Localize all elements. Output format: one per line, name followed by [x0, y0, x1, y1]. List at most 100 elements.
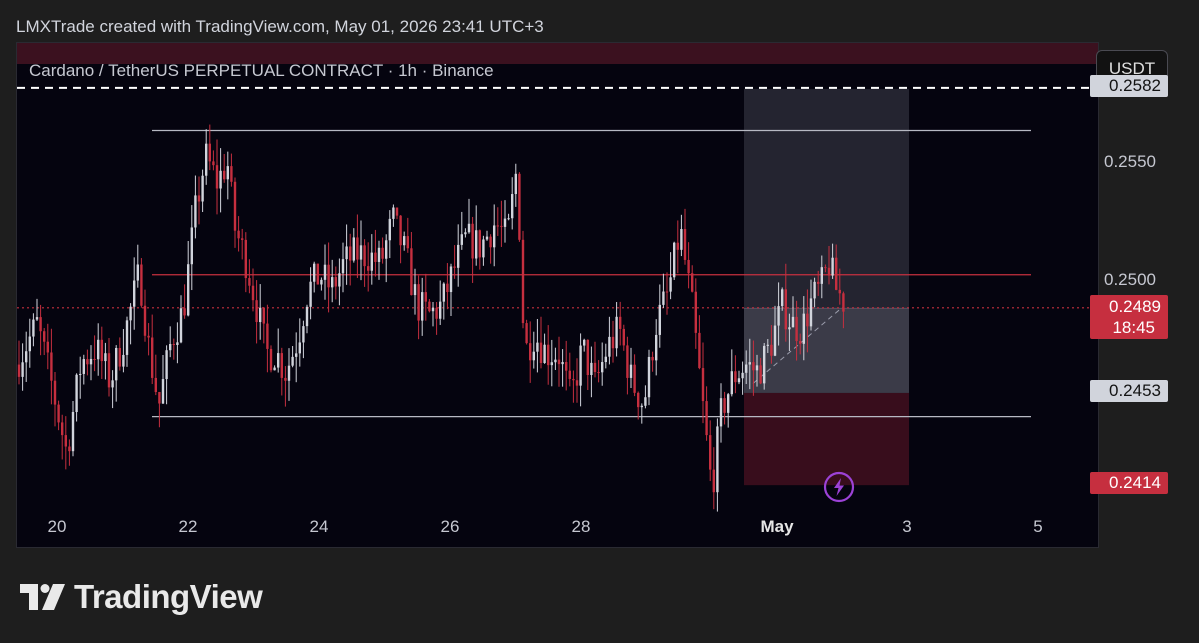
lightning-alert-icon[interactable] [823, 471, 855, 503]
candle-body [575, 380, 579, 386]
candle-body [622, 328, 625, 346]
tradingview-logo: TradingView [20, 578, 263, 616]
price-chart-canvas[interactable] [17, 43, 1099, 548]
candle-body [143, 305, 147, 336]
candle-body [788, 327, 791, 330]
candle-body [651, 356, 654, 361]
candle-body [100, 339, 103, 362]
candle-body [374, 252, 377, 262]
candle-body [39, 317, 42, 332]
candle-body [82, 359, 85, 374]
candle-body [194, 195, 197, 228]
candle-body [435, 307, 438, 319]
candle-body [572, 378, 575, 381]
candle-body [723, 398, 726, 413]
candle-body [165, 350, 168, 380]
candle-body [748, 362, 751, 365]
candle-body [133, 280, 136, 307]
candle-body [543, 344, 546, 364]
candle-body [770, 344, 773, 356]
candle-body [597, 372, 600, 374]
candle-body [619, 316, 622, 329]
candle-body [107, 353, 111, 388]
price-level-badge: 0.2453 [1090, 379, 1168, 402]
candle-body [644, 397, 647, 406]
candle-body [187, 264, 190, 316]
candle-body [637, 392, 640, 408]
candle-body [640, 405, 643, 408]
candle-body [460, 234, 463, 245]
candle-body [813, 281, 816, 299]
candle-body [496, 225, 499, 227]
candle-body [316, 263, 319, 285]
candle-body [694, 291, 697, 333]
candle-body [230, 166, 233, 182]
candle-body [68, 446, 71, 452]
candle-body [745, 364, 748, 373]
candle-body [413, 284, 417, 296]
candle-body [302, 326, 305, 343]
time-axis-label: 26 [440, 517, 460, 536]
candle-body [57, 404, 60, 423]
candle-body [554, 359, 557, 363]
time-axis-label: May [760, 517, 794, 536]
candle-body [529, 343, 532, 361]
candle-body [86, 359, 89, 365]
candle-body [35, 317, 39, 320]
candle-body [334, 277, 337, 287]
candle-body [370, 252, 373, 271]
candle-body [536, 342, 539, 352]
candle-body [61, 422, 64, 436]
candle-body [680, 229, 683, 250]
candle-body [687, 259, 690, 274]
candle-body [115, 347, 118, 381]
candle-body [244, 239, 247, 279]
candle-body [464, 232, 467, 235]
long-position-profit-zone [744, 307, 909, 393]
candle-body [323, 264, 327, 280]
candle-body [705, 401, 708, 436]
candle-body [172, 344, 175, 346]
candle-body [403, 236, 406, 246]
chart-frame[interactable]: Cardano / TetherUS PERPETUAL CONTRACT · … [16, 42, 1099, 548]
candle-body [820, 267, 823, 284]
candle-body [799, 341, 802, 344]
candle-body [385, 240, 388, 259]
candle-body [446, 283, 449, 293]
candle-body [46, 341, 49, 353]
candle-body [604, 356, 607, 363]
candle-body [730, 371, 733, 395]
candle-body [557, 359, 561, 365]
candle-body [611, 336, 615, 349]
candle-body [755, 365, 759, 371]
candle-body [503, 218, 507, 227]
candle-body [791, 316, 795, 328]
candle-body [475, 230, 478, 259]
candle-body [532, 351, 535, 361]
candle-body [655, 334, 658, 361]
candle-body [838, 289, 841, 294]
candle-body [406, 236, 409, 249]
candle-body [809, 298, 813, 327]
candle-body [467, 223, 471, 233]
candle-body [158, 392, 161, 404]
candle-body [241, 238, 244, 240]
candle-body [154, 377, 157, 393]
candle-body [835, 257, 838, 290]
candle-body [827, 267, 831, 276]
candle-body [93, 358, 96, 360]
candle-body [763, 345, 766, 384]
candle-body [719, 398, 723, 427]
candle-body [71, 412, 75, 452]
candle-body [521, 239, 525, 324]
chart-top-strip [17, 43, 1098, 64]
candle-body [147, 335, 150, 338]
candle-body [478, 230, 481, 258]
candle-body [75, 374, 78, 413]
candle-body [399, 215, 402, 246]
candle-body [212, 161, 215, 166]
candle-body [381, 247, 384, 259]
tradingview-logo-icon [20, 584, 65, 610]
candle-body [284, 377, 287, 381]
candle-body [151, 337, 154, 378]
